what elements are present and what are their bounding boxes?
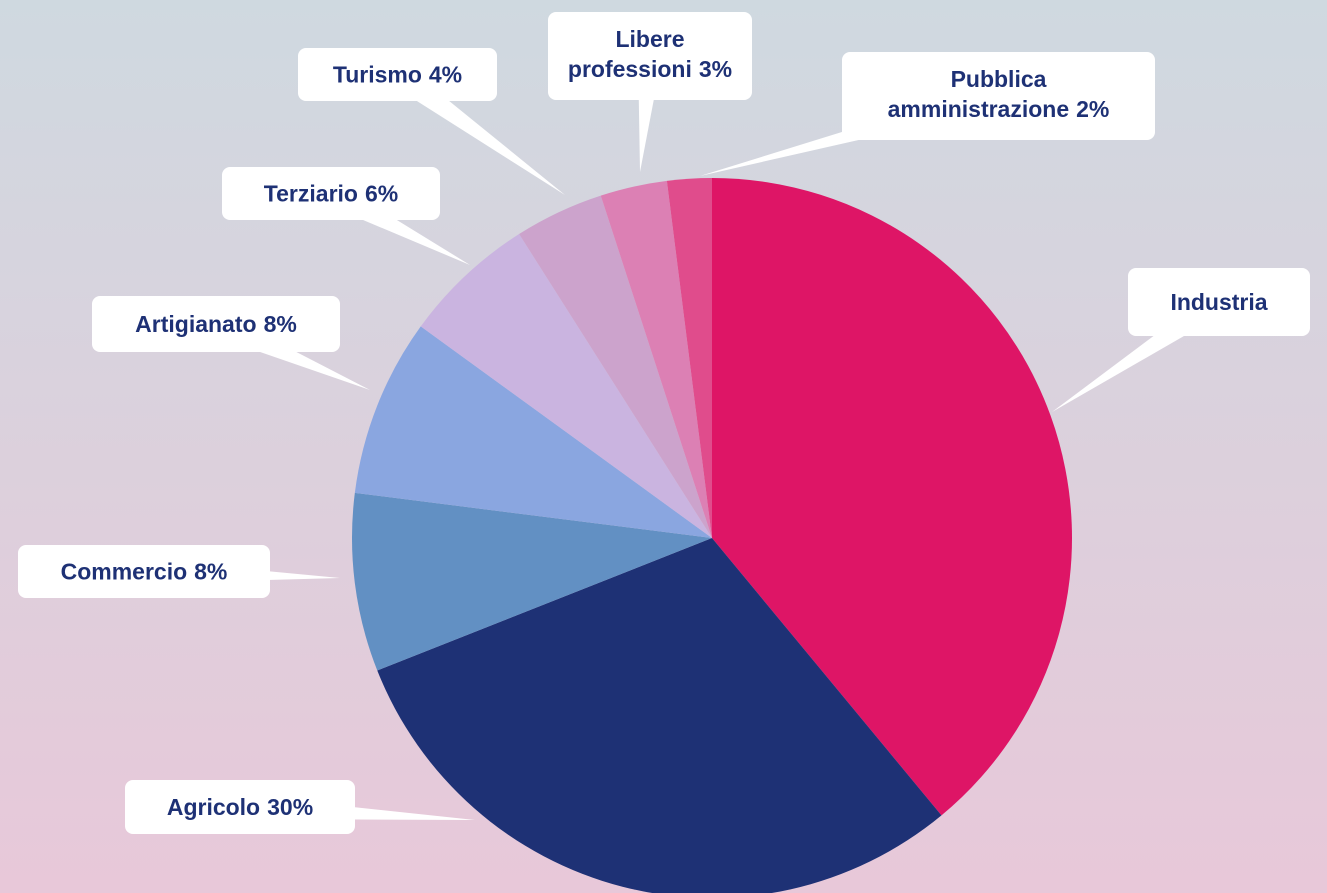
value-label: 6% bbox=[365, 181, 398, 207]
category-label: Pubblica bbox=[951, 66, 1047, 92]
label-box bbox=[548, 12, 752, 100]
value-label: 30% bbox=[267, 794, 313, 820]
slice-label: Commercio 8% bbox=[61, 559, 228, 585]
slices bbox=[352, 178, 1073, 893]
pie-slice bbox=[377, 538, 942, 893]
label-box bbox=[1128, 268, 1310, 336]
label-box bbox=[298, 48, 497, 101]
pie-slice bbox=[354, 326, 712, 538]
pie-slice bbox=[519, 195, 712, 538]
category-label: professioni bbox=[568, 56, 692, 82]
category-label: Industria bbox=[1170, 289, 1267, 315]
label-box bbox=[18, 545, 270, 598]
label-box bbox=[842, 52, 1155, 140]
category-label: Libere bbox=[615, 26, 684, 52]
pie-slice bbox=[600, 180, 712, 538]
pie-slice bbox=[666, 178, 712, 538]
category-label: Agricolo bbox=[167, 794, 260, 820]
category-label: Artigianato bbox=[135, 311, 256, 337]
slice-label: Industria bbox=[1170, 289, 1267, 315]
category-label: amministrazione bbox=[888, 96, 1070, 122]
value-label: 4% bbox=[429, 62, 462, 88]
value-label: 2% bbox=[1076, 96, 1109, 122]
label-box bbox=[125, 780, 355, 834]
slice-label: Terziario 6% bbox=[264, 181, 398, 207]
slice-label: Agricolo 30% bbox=[167, 794, 313, 820]
category-label: Commercio bbox=[61, 559, 188, 585]
slice-label: Libere professioni 3% bbox=[568, 26, 732, 82]
value-label: 8% bbox=[194, 559, 227, 585]
slice-label: Turismo 4% bbox=[333, 62, 462, 88]
category-label: Terziario bbox=[264, 181, 358, 207]
value-label: 3% bbox=[699, 56, 732, 82]
pie-slice bbox=[352, 492, 712, 671]
pie-slice bbox=[712, 178, 1073, 816]
slice-label: Artigianato 8% bbox=[135, 311, 297, 337]
category-label: Turismo bbox=[333, 62, 422, 88]
value-label: 8% bbox=[264, 311, 297, 337]
label-box bbox=[222, 167, 440, 220]
pie-slice bbox=[420, 234, 712, 539]
slice-label: Pubblica amministrazione 2% bbox=[888, 66, 1110, 122]
label-box bbox=[92, 296, 340, 352]
